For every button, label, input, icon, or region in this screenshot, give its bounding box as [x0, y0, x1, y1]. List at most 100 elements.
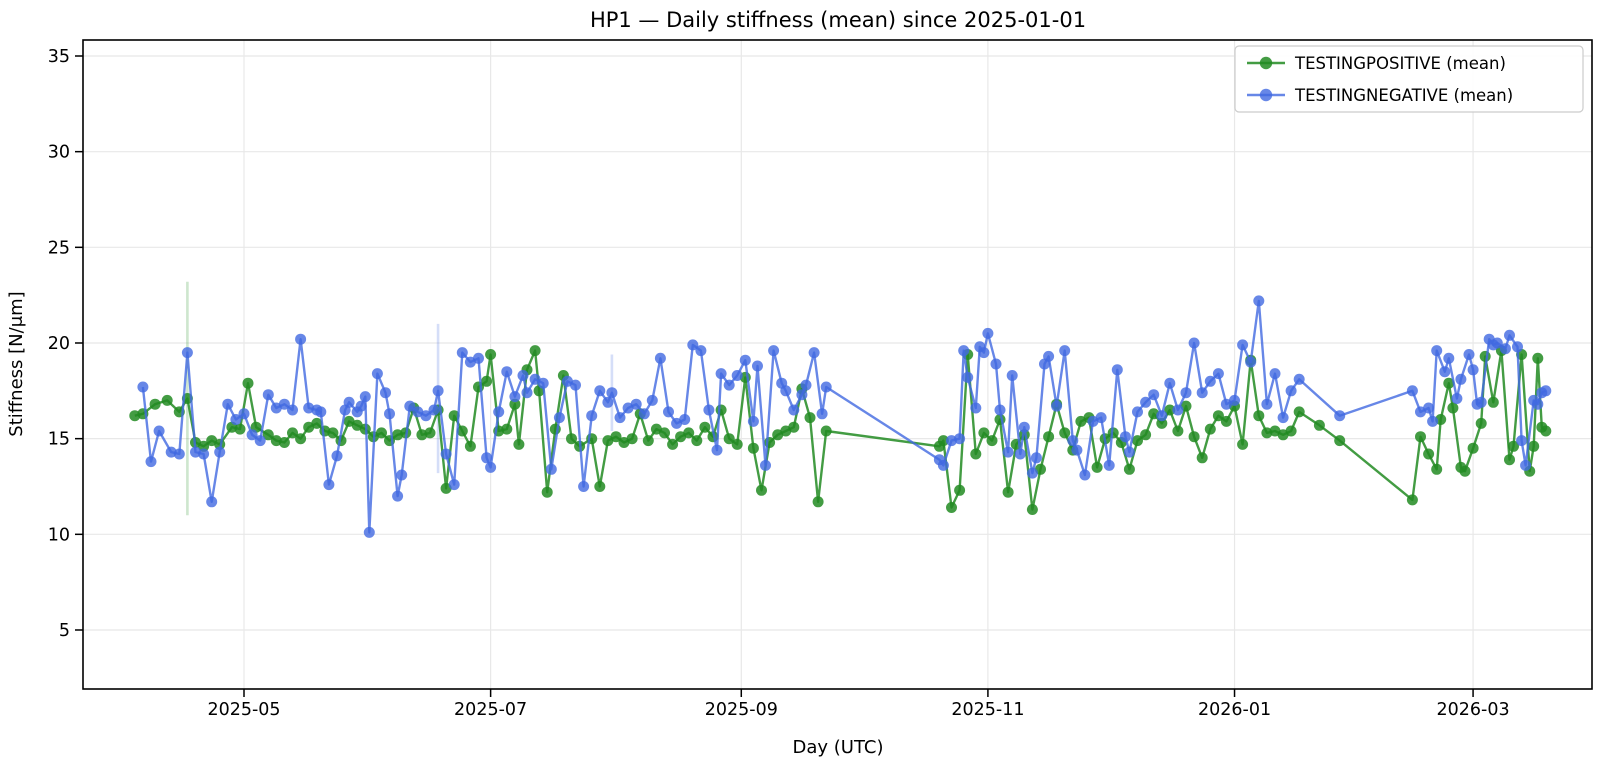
data-point: [1172, 404, 1184, 416]
data-point: [594, 385, 606, 397]
data-point: [723, 379, 735, 391]
data-point: [739, 354, 751, 366]
data-point: [1499, 343, 1511, 355]
data-point: [594, 481, 606, 492]
data-point: [529, 345, 541, 357]
data-point: [238, 408, 250, 420]
data-point: [509, 398, 521, 410]
data-point: [715, 404, 727, 416]
x-axis-label: Day (UTC): [793, 737, 884, 758]
data-point: [1079, 469, 1091, 481]
data-point: [1334, 410, 1346, 422]
data-point: [796, 389, 808, 401]
data-point: [958, 345, 970, 357]
data-point: [768, 345, 780, 357]
legend-box: [1234, 45, 1584, 113]
data-point: [978, 347, 990, 359]
data-point: [1043, 350, 1055, 362]
data-point: [747, 442, 759, 454]
data-point: [626, 433, 638, 445]
data-point: [1313, 419, 1325, 431]
data-point: [1156, 417, 1168, 429]
x-tick-label: 2025-05: [207, 700, 280, 720]
legend-item-testingnegative: TESTINGNEGATIVE (mean): [1247, 86, 1513, 105]
data-point: [1204, 375, 1216, 387]
data-point: [181, 347, 193, 359]
data-point: [1540, 385, 1552, 397]
data-point: [687, 339, 699, 351]
y-tick-label: 25: [48, 238, 70, 258]
data-point: [1253, 295, 1265, 307]
data-point: [1285, 385, 1297, 397]
data-point: [1245, 356, 1257, 368]
data-point: [424, 427, 436, 439]
data-point: [481, 452, 493, 464]
data-point: [610, 431, 622, 443]
data-point: [1196, 452, 1208, 464]
data-point: [432, 385, 444, 397]
data-point: [1443, 352, 1455, 364]
data-point: [1071, 444, 1083, 456]
data-point: [630, 398, 642, 410]
data-point: [448, 479, 460, 491]
data-point: [246, 429, 258, 441]
data-point: [1095, 412, 1107, 424]
data-point: [578, 481, 590, 492]
x-tick-label: 2025-11: [951, 700, 1024, 720]
data-point: [371, 368, 383, 380]
data-point: [1123, 446, 1135, 458]
data-point: [1431, 463, 1443, 475]
data-point: [545, 463, 557, 475]
data-point: [1156, 410, 1168, 422]
data-point: [396, 469, 408, 481]
data-point: [1475, 396, 1487, 408]
data-point: [1451, 393, 1463, 404]
y-tick-label: 5: [59, 621, 70, 641]
data-point: [1459, 465, 1471, 477]
data-point: [654, 352, 666, 364]
data-point: [808, 347, 820, 359]
data-point: [242, 377, 254, 389]
data-point: [1508, 440, 1519, 452]
data-point: [994, 404, 1006, 416]
data-point: [602, 396, 614, 408]
y-tick-label: 20: [48, 334, 70, 354]
data-point: [1540, 425, 1552, 437]
data-point: [962, 371, 974, 383]
data-point: [1237, 339, 1249, 351]
data-point: [355, 400, 367, 412]
data-point: [315, 406, 327, 418]
data-point: [1002, 486, 1014, 498]
data-point: [262, 389, 274, 401]
data-point: [137, 381, 149, 393]
legend: TESTINGPOSITIVE (mean) TESTINGNEGATIVE (…: [1234, 45, 1584, 113]
data-point: [149, 398, 161, 410]
data-point: [1229, 394, 1240, 406]
data-point: [1018, 421, 1030, 433]
data-point: [287, 427, 298, 439]
data-point: [606, 387, 618, 399]
data-point: [331, 450, 343, 462]
data-point: [937, 459, 949, 471]
data-point: [747, 415, 759, 427]
data-point: [384, 408, 395, 420]
data-point: [295, 333, 307, 345]
data-point: [1447, 402, 1459, 414]
x-tick-label: 2025-09: [705, 700, 778, 720]
data-point: [760, 459, 771, 471]
data-point: [1051, 400, 1063, 412]
data-point: [456, 347, 468, 359]
data-point: [323, 479, 335, 491]
data-point: [659, 427, 670, 439]
data-point: [1487, 396, 1499, 408]
data-point: [173, 448, 185, 460]
data-point: [1423, 402, 1435, 414]
data-point: [493, 406, 505, 418]
data-point: [937, 435, 949, 447]
data-point: [262, 429, 274, 441]
axis-ticks: 2025-05 2025-07 2025-09 2025-11 2026-01 2026-…: [48, 47, 1510, 720]
data-point: [788, 421, 800, 433]
data-point: [1406, 494, 1418, 506]
data-point: [1132, 435, 1143, 447]
